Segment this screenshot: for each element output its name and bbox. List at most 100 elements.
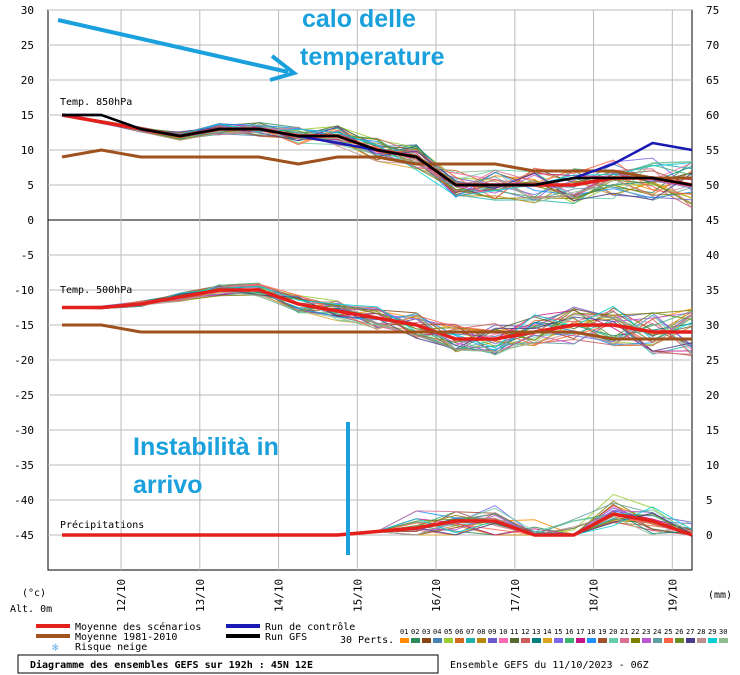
perturbation-id: 21 — [620, 628, 628, 636]
perturbation-swatch — [543, 638, 552, 643]
left-axis-ticks: 30 25 20 15 10 5 0 -5 -10 -15 -20 -25 -30 -35 -40 -45 — [14, 4, 34, 542]
footer-title-box — [17, 654, 439, 674]
perturbation-swatch — [433, 638, 442, 643]
left-tick-label: -5 — [21, 249, 34, 262]
perturbation-id: 23 — [642, 628, 650, 636]
right-tick-label: 20 — [706, 389, 719, 402]
perturbation-line — [62, 285, 693, 349]
x-tick-label: 13/10 — [194, 579, 207, 612]
right-tick-label: 75 — [706, 4, 719, 17]
perturbation-id: 13 — [532, 628, 540, 636]
perturbation-id: 22 — [631, 628, 639, 636]
left-tick-label: 5 — [27, 179, 34, 192]
right-tick-label: 65 — [706, 74, 719, 87]
right-tick-label: 35 — [706, 284, 719, 297]
perturbation-swatch — [719, 638, 728, 643]
right-tick-label: 40 — [706, 249, 719, 262]
perturbation-id: 10 — [499, 628, 507, 636]
perturbation-id: 01 — [400, 628, 408, 636]
series-line — [62, 323, 692, 341]
perturbation-id: 11 — [510, 628, 518, 636]
right-tick-label: 50 — [706, 179, 719, 192]
left-tick-label: 0 — [27, 214, 34, 227]
right-tick-label: 15 — [706, 424, 719, 437]
left-tick-label: -15 — [14, 319, 34, 332]
left-tick-label: 10 — [21, 144, 34, 157]
annotation-instab-1: Instabilità in — [133, 433, 279, 461]
perturbation-swatch — [686, 638, 695, 643]
left-tick-label: 25 — [21, 39, 34, 52]
perturbation-swatch — [400, 638, 409, 643]
annotation-calo-2: temperature — [300, 43, 445, 71]
perturbation-swatch — [675, 638, 684, 643]
annotation-instab-2: arrivo — [133, 471, 202, 499]
series-lines — [61, 113, 693, 537]
right-tick-label: 55 — [706, 144, 719, 157]
left-tick-label: 30 — [21, 4, 34, 17]
x-tick-label: 12/10 — [115, 579, 128, 612]
perturbation-swatch — [466, 638, 475, 643]
perturbation-id: 07 — [466, 628, 474, 636]
perturbation-id: 16 — [565, 628, 573, 636]
right-tick-label: 45 — [706, 214, 719, 227]
perturbation-id: 25 — [664, 628, 672, 636]
perturbation-id: 06 — [455, 628, 463, 636]
perturbation-swatch — [477, 638, 486, 643]
right-tick-label: 0 — [706, 529, 713, 542]
perturbation-id: 19 — [598, 628, 606, 636]
series-line — [61, 148, 692, 180]
perturbation-id: 05 — [444, 628, 452, 636]
perturbation-swatch — [488, 638, 497, 643]
perturbation-swatch — [609, 638, 618, 643]
annotation-calo-1: calo delle — [302, 5, 416, 33]
series-line — [62, 113, 693, 187]
chart-subtitle: Ensemble GEFS du 11/10/2023 - 06Z — [450, 660, 649, 671]
perturbation-swatch — [554, 638, 563, 643]
perturbation-swatch — [422, 638, 431, 643]
perturbation-swatch — [565, 638, 574, 643]
perturbation-swatch — [455, 638, 464, 643]
left-tick-label: 15 — [21, 109, 34, 122]
left-axis-unit: (°c) — [22, 588, 46, 599]
perturbation-id: 15 — [554, 628, 562, 636]
left-tick-label: -20 — [14, 354, 34, 367]
perturbation-id: 27 — [686, 628, 694, 636]
left-tick-label: -25 — [14, 389, 34, 402]
chart-title: Diagramme des ensembles GEFS sur 192h : … — [30, 659, 313, 671]
left-tick-label: -30 — [14, 424, 34, 437]
perturbation-line — [61, 114, 693, 200]
perturbation-swatch — [664, 638, 673, 643]
series-line — [62, 288, 692, 341]
perturbation-id: 18 — [587, 628, 595, 636]
legend-mean-scenarios: Moyenne des scénarios — [75, 621, 201, 633]
x-tick-label: 15/10 — [351, 579, 364, 612]
panel-label-850: Temp. 850hPa — [60, 97, 132, 108]
perturbation-id: 24 — [653, 628, 661, 636]
perturbation-id: 09 — [488, 628, 496, 636]
legend-control-run: Run de contrôle — [265, 621, 355, 633]
perturbation-swatch — [576, 638, 585, 643]
perturbation-id: 30 — [719, 628, 727, 636]
perturbation-swatch — [631, 638, 640, 643]
perturbation-swatch — [499, 638, 508, 643]
perturbation-legend: 01 02 03 04 05 06 07 08 09 10 11 12 13 14 15 16 17 18 19 20… — [400, 628, 728, 643]
x-tick-label: 14/10 — [273, 579, 286, 612]
perturbation-id: 29 — [708, 628, 716, 636]
perturbation-id: 02 — [411, 628, 419, 636]
perturbation-swatch — [697, 638, 706, 643]
right-tick-label: 30 — [706, 319, 719, 332]
perturbation-swatch — [642, 638, 651, 643]
x-axis-ticks: 12/10 13/10 14/10 15/10 16/10 17/10 18/10 19/10 — [115, 579, 679, 612]
perturbation-swatch — [510, 638, 519, 643]
perturbation-id: 17 — [576, 628, 584, 636]
perturbation-id: 03 — [422, 628, 430, 636]
perturbation-id: 26 — [675, 628, 683, 636]
annotation-arrow — [57, 18, 299, 82]
perturbation-id: 08 — [477, 628, 485, 636]
perturbation-swatch — [587, 638, 596, 643]
left-tick-label: -10 — [14, 284, 34, 297]
right-tick-label: 25 — [706, 354, 719, 367]
legend: Moyenne des scénarios Moyenne 1981-2010 … — [36, 621, 728, 654]
perturbation-swatch — [411, 638, 420, 643]
